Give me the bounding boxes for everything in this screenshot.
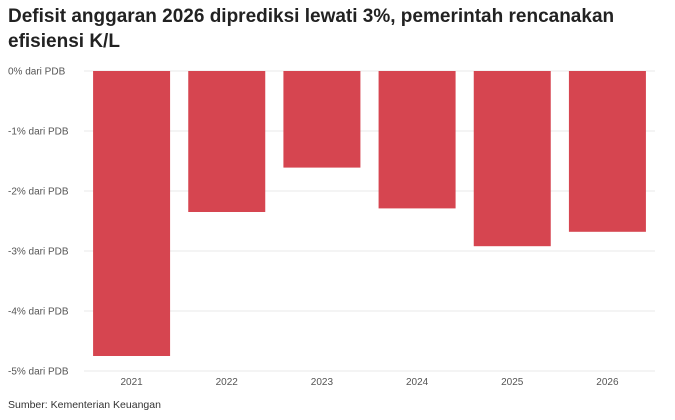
x-tick-label: 2026 bbox=[596, 377, 619, 388]
y-tick-label: -4% dari PDB bbox=[8, 307, 69, 318]
x-tick-label: 2025 bbox=[501, 377, 524, 388]
bar-2022 bbox=[188, 71, 266, 212]
bar-2024 bbox=[378, 71, 456, 209]
x-tick-label: 2021 bbox=[120, 377, 143, 388]
x-tick-label: 2024 bbox=[406, 377, 429, 388]
chart-title: Defisit anggaran 2026 diprediksi lewati … bbox=[8, 6, 615, 52]
y-tick-label: 0% dari PDB bbox=[8, 67, 66, 78]
x-tick-label: 2022 bbox=[216, 377, 239, 388]
bar-2026 bbox=[568, 71, 646, 232]
y-tick-label: -5% dari PDB bbox=[8, 367, 69, 378]
x-tick-label: 2023 bbox=[311, 377, 334, 388]
y-tick-label: -2% dari PDB bbox=[8, 187, 69, 198]
chart-source: Sumber: Kementerian Keuangan bbox=[8, 399, 161, 411]
bar-2025 bbox=[473, 71, 551, 247]
y-tick-label: -1% dari PDB bbox=[8, 127, 69, 138]
y-tick-label: -3% dari PDB bbox=[8, 247, 69, 258]
bar-2023 bbox=[283, 71, 361, 168]
bar-2021 bbox=[93, 71, 171, 356]
